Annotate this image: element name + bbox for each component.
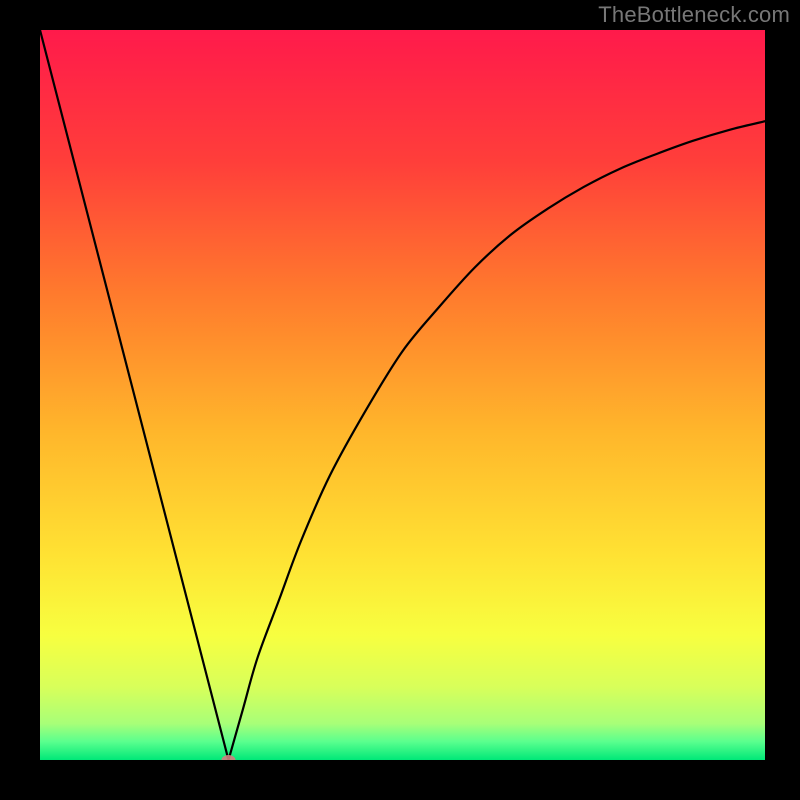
gradient-background (40, 30, 765, 760)
watermark-text: TheBottleneck.com (598, 2, 790, 28)
plot-svg (40, 30, 765, 760)
chart-frame: TheBottleneck.com (0, 0, 800, 800)
plot-area (40, 30, 765, 760)
